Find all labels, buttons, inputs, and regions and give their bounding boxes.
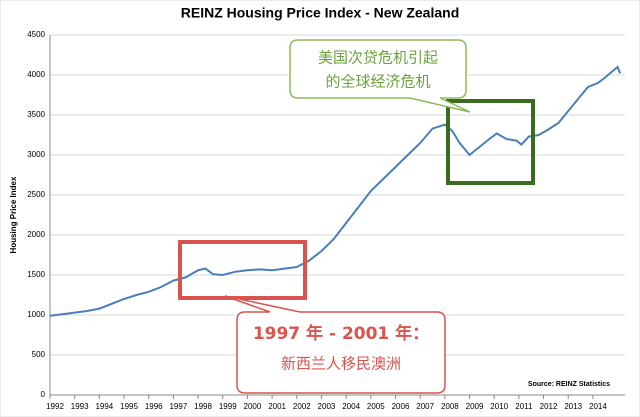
y-tick-label: 500 bbox=[32, 350, 46, 359]
price-line bbox=[49, 65, 622, 317]
y-tick-label: 3500 bbox=[27, 110, 45, 119]
x-tick-label: 2010 bbox=[490, 402, 508, 411]
highlight-box bbox=[446, 99, 535, 185]
callout-text: 新西兰人移民澳洲 bbox=[281, 355, 401, 373]
y-tick-label: 1500 bbox=[27, 270, 45, 279]
x-tick-label: 2014 bbox=[589, 402, 607, 411]
callout-text: 美国次贷危机引起 bbox=[318, 49, 438, 67]
y-tick-label: 0 bbox=[41, 390, 46, 399]
x-tick-label: 2013 bbox=[564, 402, 582, 411]
x-tick-label: 2011 bbox=[515, 402, 533, 411]
y-axis-label: Housing Price Index bbox=[9, 176, 18, 253]
highlight-box bbox=[178, 240, 307, 300]
y-tick-label: 2000 bbox=[27, 230, 45, 239]
x-tick-label: 2009 bbox=[466, 402, 484, 411]
y-tick-label: 4500 bbox=[27, 30, 45, 39]
x-tick-label: 1996 bbox=[145, 402, 163, 411]
x-tick-label: 2007 bbox=[416, 402, 434, 411]
callout-bubble bbox=[224, 295, 446, 394]
x-tick-label: 1998 bbox=[194, 402, 212, 411]
y-tick-label: 4000 bbox=[27, 70, 45, 79]
x-tick-label: 2008 bbox=[441, 402, 459, 411]
y-tick-label: 2500 bbox=[27, 190, 45, 199]
x-tick-label: 1999 bbox=[219, 402, 237, 411]
callout-text: 的全球经济危机 bbox=[325, 73, 430, 91]
x-tick-label: 2012 bbox=[540, 402, 558, 411]
x-tick-label: 1992 bbox=[46, 402, 64, 411]
x-tick-label: 2005 bbox=[367, 402, 385, 411]
chart-title: REINZ Housing Price Index - New Zealand bbox=[181, 5, 460, 21]
x-tick-label: 2001 bbox=[268, 402, 286, 411]
x-tick-label: 2003 bbox=[318, 402, 336, 411]
x-tick-label: 2002 bbox=[293, 402, 311, 411]
x-tick-label: 2000 bbox=[244, 402, 262, 411]
callout-bubble bbox=[289, 39, 471, 113]
callout-text: 1997 年 - 2001 年： bbox=[253, 323, 429, 344]
x-tick-label: 2006 bbox=[392, 402, 410, 411]
x-tick-label: 2004 bbox=[342, 402, 360, 411]
y-tick-label: 3000 bbox=[27, 150, 45, 159]
x-tick-label: 1994 bbox=[95, 402, 113, 411]
source-note: Source: REINZ Statistics bbox=[528, 381, 610, 388]
x-tick-label: 1997 bbox=[169, 402, 187, 411]
x-tick-label: 1993 bbox=[71, 402, 89, 411]
y-tick-label: 1000 bbox=[27, 310, 45, 319]
x-tick-label: 1995 bbox=[120, 402, 138, 411]
